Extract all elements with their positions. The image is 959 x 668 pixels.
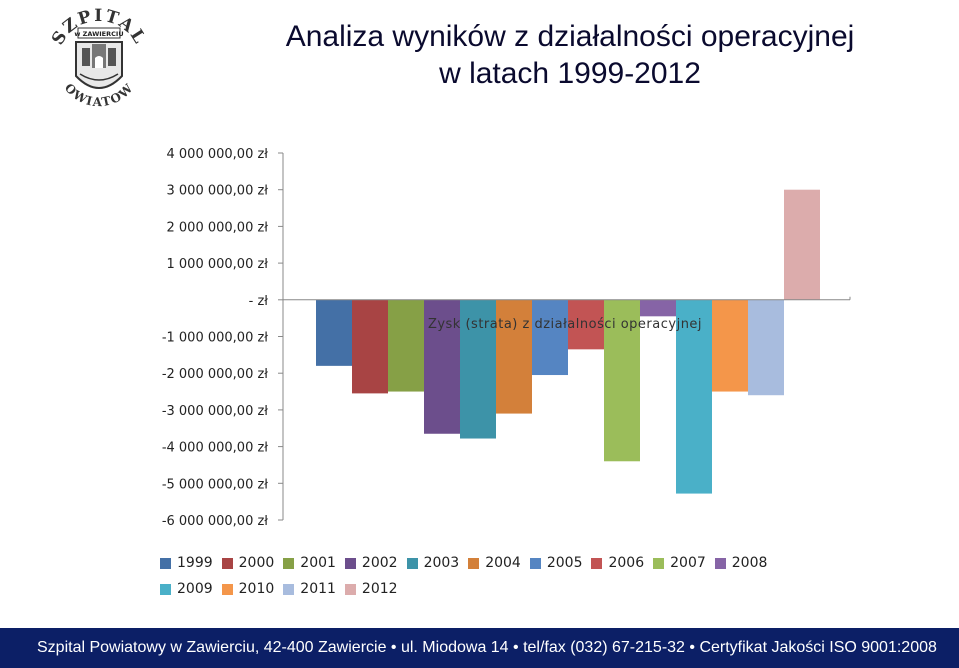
legend-label: 2011: [300, 581, 336, 597]
legend-label: 2007: [670, 555, 706, 571]
bar-2007: [604, 299, 640, 462]
legend-label: 2006: [608, 555, 645, 571]
y-tick-label: -4 000 000,00 zł: [162, 441, 268, 456]
legend-swatch: [221, 557, 233, 569]
legend-item-2008: 2008: [714, 555, 768, 571]
y-tick-label: -6 000 000,00 zł: [162, 514, 268, 529]
bar-2008: [640, 299, 676, 317]
y-tick-label: -1 000 000,00 zł: [162, 331, 268, 346]
legend-item-2007: 2007: [653, 555, 706, 571]
y-tick-label: 3 000 000,00 zł: [167, 184, 269, 199]
legend-item-2002: 2002: [344, 555, 398, 571]
bar-2009: [676, 299, 712, 494]
legend-item-2001: 2001: [283, 555, 336, 571]
legend-swatch: [283, 583, 295, 595]
svg-text:w ZAWIERCIU: w ZAWIERCIU: [74, 30, 123, 38]
y-tick-label: -2 000 000,00 zł: [162, 367, 268, 382]
bar-2005: [532, 299, 568, 376]
bar-chart: 4 000 000,00 zł 3 000 000,00 zł 2 000 000,…: [162, 147, 851, 529]
legend-label: 2004: [485, 555, 521, 571]
legend-item-2004: 2004: [468, 555, 521, 571]
legend-swatch: [653, 557, 665, 569]
legend-row: 2009 2010 2011 2012: [160, 576, 860, 602]
y-tick-label: 4 000 000,00 zł: [167, 147, 269, 162]
legend-label: 2012: [361, 581, 398, 597]
legend-label: 2008: [731, 555, 768, 571]
bar-2006: [568, 299, 604, 350]
y-tick-label: - zł: [249, 294, 269, 309]
legend-item-2010: 2010: [221, 581, 275, 597]
bar-2004: [496, 299, 532, 414]
legend-label: 2002: [361, 555, 398, 571]
y-tick-label: -3 000 000,00 zł: [162, 404, 268, 419]
legend-swatch: [160, 557, 171, 569]
legend-swatch: [529, 557, 541, 569]
y-tick-label: -5 000 000,00 zł: [162, 477, 268, 492]
page-title: Analiza wyników z działalności operacyjn…: [285, 20, 855, 53]
bar-2010: [712, 299, 748, 392]
legend-swatch: [160, 583, 171, 595]
legend-swatch: [591, 557, 603, 569]
footer-bar: Szpital Powiatowy w Zawierciu, 42-400 Za…: [0, 628, 959, 668]
legend-label: 2000: [238, 555, 275, 571]
legend-swatch: [468, 557, 480, 569]
page-subtitle: w latach 1999-2012: [439, 57, 701, 90]
legend-swatch: [221, 583, 233, 595]
bar-1999: [316, 299, 352, 366]
legend-item-2011: 2011: [283, 581, 336, 597]
hospital-logo: SZPITAL w ZAWIERCIU POWIATOWY: [42, 0, 150, 124]
y-tick-label: 2 000 000,00 zł: [167, 220, 269, 235]
y-tick-label: 1 000 000,00 zł: [167, 257, 269, 272]
bar-2003: [460, 299, 496, 439]
legend-swatch: [406, 557, 418, 569]
legend-row: 1999 2000 2001 2002 2003 2004 2005 2006 2007 2008: [160, 550, 860, 576]
legend-swatch: [283, 557, 295, 569]
legend-item-2003: 2003: [406, 555, 460, 571]
legend-label: 2009: [177, 581, 213, 597]
legend-item-2000: 2000: [221, 555, 275, 571]
bar-2012: [784, 189, 820, 300]
legend-item-2009: 2009: [160, 581, 213, 597]
legend-label: 2005: [546, 555, 583, 571]
legend-swatch: [344, 583, 356, 595]
bar-2002: [424, 299, 460, 434]
legend-item-1999: 1999: [160, 555, 213, 571]
legend-swatch: [714, 557, 726, 569]
legend-item-2005: 2005: [529, 555, 583, 571]
legend-label: 1999: [177, 555, 213, 571]
chart-legend: 1999 2000 2001 2002 2003 2004 2005 2006 2007 2008…: [160, 550, 860, 602]
legend-label: 2003: [423, 555, 460, 571]
bar-2001: [388, 299, 424, 392]
legend-label: 2001: [300, 555, 336, 571]
legend-swatch: [344, 557, 356, 569]
footer-text: Szpital Powiatowy w Zawierciu, 42-400 Za…: [37, 639, 937, 656]
bar-2011: [748, 299, 784, 396]
series-label: Zysk (strata) z działalności operacyjnej: [428, 317, 702, 332]
legend-label: 2010: [238, 581, 275, 597]
legend-item-2012: 2012: [344, 581, 398, 597]
bar-2000: [352, 299, 388, 394]
legend-item-2006: 2006: [591, 555, 644, 571]
